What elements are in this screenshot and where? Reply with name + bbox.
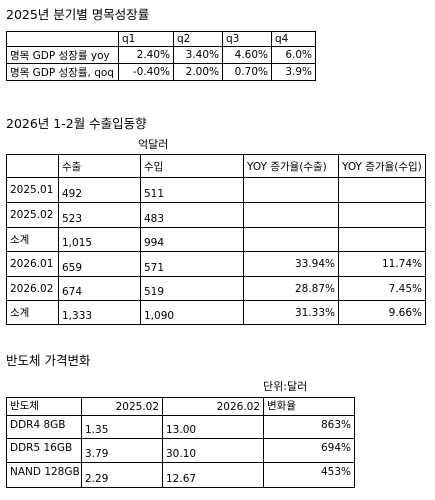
price-2026-cell: 30.10	[162, 438, 264, 463]
header-cell: 2026.02	[162, 397, 264, 416]
header-cell	[6, 154, 59, 178]
table-row: 2026.01 659 571 33.94% 11.74%	[6, 251, 426, 277]
table-header-row: 수출 수입 YOY 증가율(수출) YOY 증가율(수입)	[6, 154, 426, 178]
yoy-export-cell: 33.94%	[243, 251, 339, 277]
import-cell: 1,090	[140, 300, 244, 325]
section3-title: 반도체 가격변화	[6, 353, 91, 368]
yoy-export-cell	[243, 177, 339, 203]
yoy-export-cell: 31.33%	[243, 300, 339, 325]
value-cell: 0.70%	[222, 63, 272, 81]
import-cell: 511	[140, 177, 244, 203]
yoy-import-cell	[338, 202, 426, 228]
row-label: 2025.02	[6, 202, 59, 228]
header-cell: YOY 증가율(수출)	[243, 154, 339, 178]
section1-title: 2025년 분기별 명목성장률	[6, 7, 150, 22]
row-label: 소계	[6, 227, 59, 252]
table-header-row: 반도체 2025.02 2026.02 변화율	[6, 397, 355, 416]
import-cell: 519	[140, 276, 244, 301]
header-cell: q3	[222, 31, 272, 47]
yoy-import-cell	[338, 227, 426, 252]
table-row: 소계 1,015 994	[6, 227, 426, 252]
row-label: 소계	[6, 300, 59, 325]
export-cell: 659	[58, 251, 141, 277]
row-label: 명목 GDP 성장률 yoy	[6, 46, 119, 64]
header-cell: 수입	[140, 154, 244, 178]
table-row: 소계 1,333 1,090 31.33% 9.66%	[6, 300, 426, 325]
header-cell: 변화율	[263, 397, 355, 416]
header-cell: 수출	[58, 154, 141, 178]
table-row: 2026.02 674 519 28.87% 7.45%	[6, 276, 426, 301]
table-row: DDR5 16GB 3.79 30.10 694%	[6, 438, 355, 463]
export-cell: 674	[58, 276, 141, 301]
header-cell: q1	[118, 31, 174, 47]
row-label: DDR5 16GB	[6, 438, 82, 463]
value-cell: 4.60%	[222, 46, 272, 64]
value-cell: 6.0%	[271, 46, 316, 64]
value-cell: 2.00%	[173, 63, 223, 81]
value-cell: -0.40%	[118, 63, 174, 81]
change-rate-cell: 863%	[263, 415, 355, 439]
semiconductor-price-table: 반도체 2025.02 2026.02 변화율 DDR4 8GB 1.35 13…	[6, 397, 355, 488]
section3-unit: 단위:달러	[263, 380, 308, 393]
yoy-import-cell: 11.74%	[338, 251, 426, 277]
yoy-import-cell: 9.66%	[338, 300, 426, 325]
import-cell: 483	[140, 202, 244, 228]
section2-title: 2026년 1-2월 수출입동향	[6, 116, 147, 131]
price-2026-cell: 13.00	[162, 415, 264, 439]
price-2026-cell: 12.67	[162, 462, 264, 488]
export-cell: 523	[58, 202, 141, 228]
header-cell: q2	[173, 31, 223, 47]
yoy-import-cell	[338, 177, 426, 203]
row-label: 2025.01	[6, 177, 59, 203]
section2-unit: 억달러	[138, 138, 169, 151]
change-rate-cell: 453%	[263, 462, 355, 488]
value-cell: 3.40%	[173, 46, 223, 64]
value-cell: 3.9%	[271, 63, 316, 81]
yoy-export-cell	[243, 202, 339, 228]
price-2025-cell: 1.35	[81, 415, 163, 439]
table-row: 2025.01 492 511	[6, 177, 426, 203]
header-cell: YOY 증가율(수입)	[338, 154, 426, 178]
value-cell: 2.40%	[118, 46, 174, 64]
header-cell	[6, 31, 119, 47]
yoy-import-cell: 7.45%	[338, 276, 426, 301]
header-cell: 2025.02	[81, 397, 163, 416]
price-2025-cell: 2.29	[81, 462, 163, 488]
row-label: DDR4 8GB	[6, 415, 82, 439]
import-cell: 571	[140, 251, 244, 277]
table-row: 명목 GDP 성장률 yoy 2.40% 3.40% 4.60% 6.0%	[6, 46, 316, 64]
row-label: 명목 GDP 성장률, qoq	[6, 63, 119, 81]
yoy-export-cell	[243, 227, 339, 252]
import-cell: 994	[140, 227, 244, 252]
header-cell: q4	[271, 31, 316, 47]
header-cell: 반도체	[6, 397, 82, 416]
table-row: 명목 GDP 성장률, qoq -0.40% 2.00% 0.70% 3.9%	[6, 63, 316, 81]
row-label: 2026.01	[6, 251, 59, 277]
export-cell: 1,333	[58, 300, 141, 325]
table-row: DDR4 8GB 1.35 13.00 863%	[6, 415, 355, 439]
table-row: 2025.02 523 483	[6, 202, 426, 228]
quarterly-growth-table: q1 q2 q3 q4 명목 GDP 성장률 yoy 2.40% 3.40% 4…	[6, 31, 316, 81]
table-header-row: q1 q2 q3 q4	[6, 31, 316, 47]
yoy-export-cell: 28.87%	[243, 276, 339, 301]
trade-table: 수출 수입 YOY 증가율(수출) YOY 증가율(수입) 2025.01 49…	[6, 154, 426, 325]
row-label: 2026.02	[6, 276, 59, 301]
price-2025-cell: 3.79	[81, 438, 163, 463]
change-rate-cell: 694%	[263, 438, 355, 463]
row-label: NAND 128GB	[6, 462, 82, 488]
export-cell: 492	[58, 177, 141, 203]
table-row: NAND 128GB 2.29 12.67 453%	[6, 462, 355, 488]
export-cell: 1,015	[58, 227, 141, 252]
